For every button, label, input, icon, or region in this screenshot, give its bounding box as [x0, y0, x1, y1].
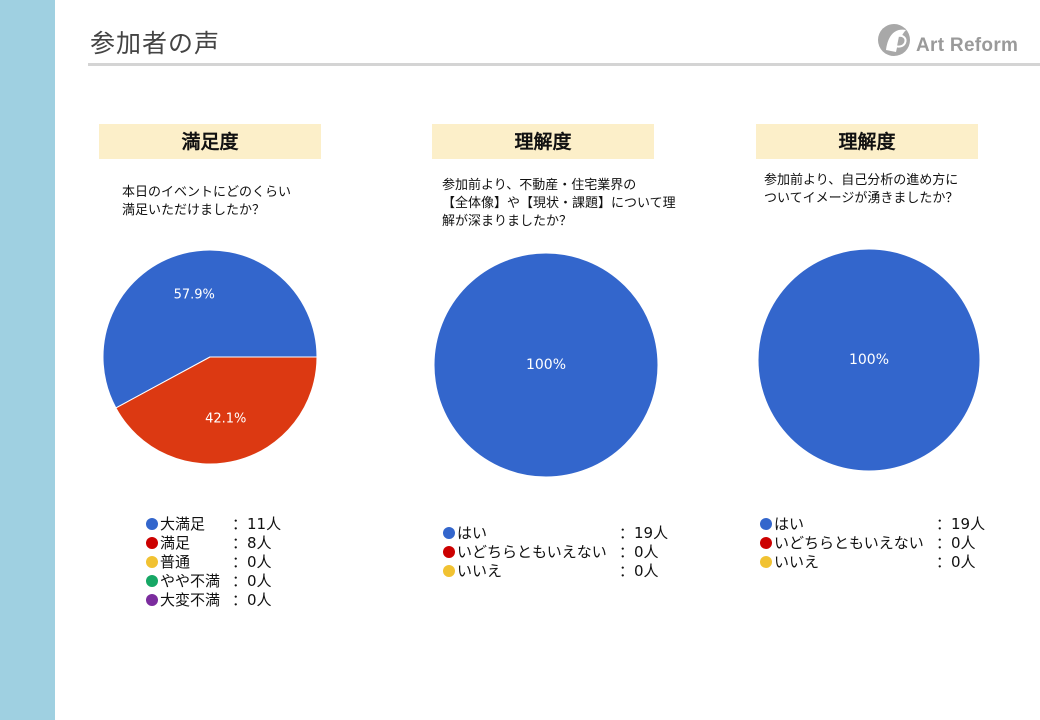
pie-slice-0: [433, 252, 659, 478]
legend-understanding-industry: はい ：19人 いどちらともいえない ：0人 いいえ ：0人: [443, 524, 668, 581]
legend-count: ：11人: [232, 515, 282, 533]
legend-item: いどちらともいえない ：0人: [443, 543, 659, 562]
pie-slice-label-0: 100%: [849, 352, 889, 368]
legend-item: はい ：19人: [760, 515, 985, 534]
pie-slice-label-0: 57.9%: [174, 287, 215, 302]
legend-dot-icon: [443, 546, 455, 558]
legend-count: ：19人: [936, 515, 986, 533]
page-title: 参加者の声: [90, 29, 221, 58]
legend-item: 満足 ：8人: [146, 534, 272, 553]
legend-count: ：0人: [619, 543, 659, 561]
legend-dot-icon: [146, 556, 158, 568]
panel-header-understanding-industry: 理解度: [432, 124, 654, 159]
legend-count: ：19人: [619, 524, 669, 542]
legend-item: 普通 ：0人: [146, 553, 272, 572]
legend-label: 満足: [160, 534, 191, 552]
legend-label: はい: [457, 524, 488, 542]
pie-chart-understanding-self: 100%: [757, 248, 981, 472]
pie-slice-0: [102, 249, 318, 409]
legend-item: いいえ ：0人: [443, 562, 659, 581]
legend-satisfaction: 大満足 ：11人 満足 ：8人 普通 ：0人 やや不満 ：0人 大変不満 ：0人: [146, 515, 281, 610]
question-understanding-industry: 参加前より、不動産・住宅業界の 【全体像】や【現状・課題】について理 解が深まり…: [442, 178, 676, 229]
legend-count: ：0人: [232, 591, 272, 609]
legend-label: 大変不満: [160, 591, 221, 609]
legend-label: 普通: [160, 553, 191, 571]
art-reform-logo-icon: [878, 24, 910, 56]
legend-label: いどちらともいえない: [774, 534, 924, 552]
legend-label: やや不満: [160, 572, 221, 590]
legend-dot-icon: [146, 537, 158, 549]
legend-dot-icon: [760, 537, 772, 549]
legend-label: いいえ: [457, 562, 503, 580]
legend-item: いどちらともいえない ：0人: [760, 534, 976, 553]
legend-dot-icon: [146, 575, 158, 587]
legend-dot-icon: [443, 565, 455, 577]
panel-header-understanding-self: 理解度: [756, 124, 978, 159]
legend-item: やや不満 ：0人: [146, 572, 272, 591]
legend-dot-icon: [146, 518, 158, 530]
side-color-bar: [0, 0, 55, 720]
panel-header-satisfaction: 満足度: [99, 124, 321, 159]
pie-chart-understanding-industry: 100%: [433, 252, 659, 478]
legend-count: ：0人: [232, 553, 272, 571]
legend-count: ：0人: [936, 534, 976, 552]
legend-understanding-self: はい ：19人 いどちらともいえない ：0人 いいえ ：0人: [760, 515, 985, 572]
legend-item: はい ：19人: [443, 524, 668, 543]
legend-count: ：0人: [936, 553, 976, 571]
question-satisfaction: 本日のイベントにどのくらい 満足いただけましたか？: [122, 185, 292, 218]
legend-dot-icon: [760, 556, 772, 568]
legend-dot-icon: [443, 527, 455, 539]
title-divider: [88, 63, 1040, 66]
legend-count: ：0人: [232, 572, 272, 590]
pie-slice-label-1: 42.1%: [205, 412, 246, 427]
logo-text: Art Reform: [916, 35, 1019, 56]
legend-label: はい: [774, 515, 805, 533]
legend-label: いいえ: [774, 553, 820, 571]
legend-item: 大満足 ：11人: [146, 515, 281, 534]
legend-label: いどちらともいえない: [457, 543, 607, 561]
legend-item: いいえ ：0人: [760, 553, 976, 572]
legend-count: ：8人: [232, 534, 272, 552]
pie-slice-0: [757, 248, 981, 472]
question-understanding-self: 参加前より、自己分析の進め方に ついてイメージが湧きましたか？: [764, 173, 959, 206]
pie-slice-1: [115, 356, 318, 465]
legend-label: 大満足: [160, 515, 206, 533]
legend-dot-icon: [760, 518, 772, 530]
legend-count: ：0人: [619, 562, 659, 580]
legend-item: 大変不満 ：0人: [146, 591, 272, 610]
pie-chart-satisfaction: 57.9% 42.1%: [102, 249, 318, 465]
pie-slice-label-0: 100%: [526, 357, 566, 373]
legend-dot-icon: [146, 594, 158, 606]
company-logo: Art Reform: [876, 20, 1036, 60]
